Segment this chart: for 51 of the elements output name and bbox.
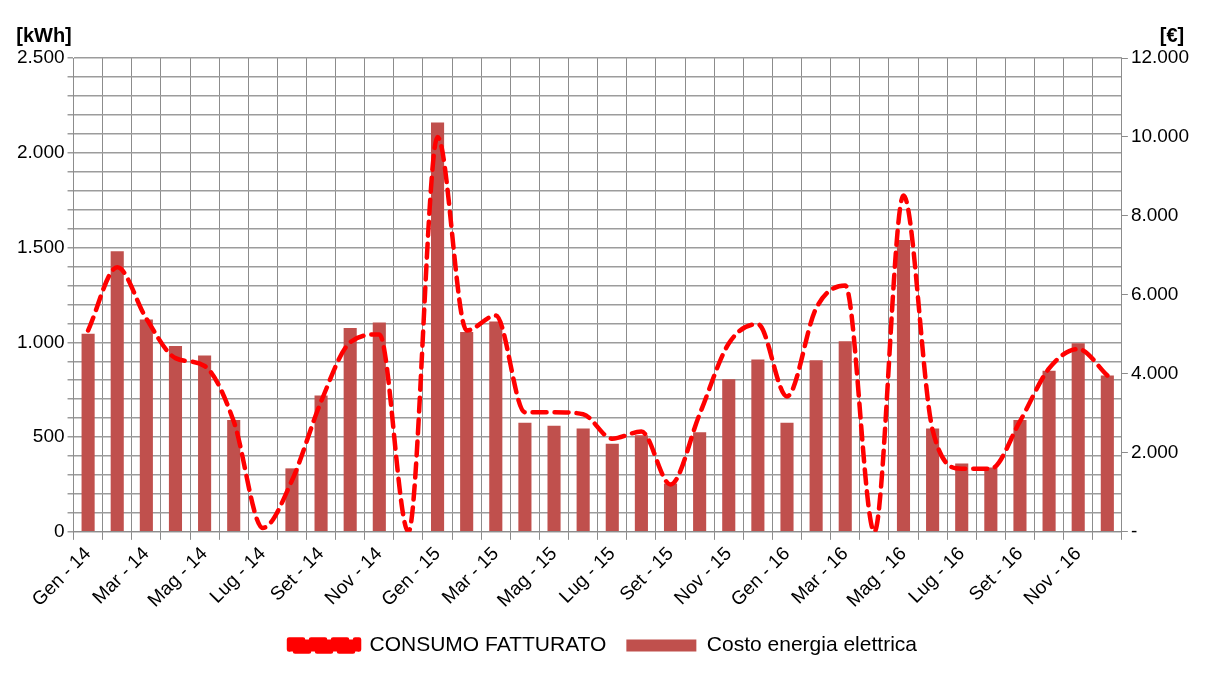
bar: [926, 428, 940, 532]
bar: [722, 379, 736, 532]
bar: [431, 122, 445, 532]
y2-tick-label: 6.000: [1130, 283, 1179, 305]
bar: [780, 422, 794, 532]
y2-tick-label: 10.000: [1130, 125, 1190, 147]
bar: [314, 395, 328, 532]
bar: [1071, 343, 1085, 532]
bar: [634, 435, 648, 532]
bar: [343, 328, 357, 532]
bar: [372, 322, 386, 532]
bar: [81, 333, 95, 532]
y2-tick-label: 4.000: [1130, 362, 1179, 384]
y-tick-label: 1.000: [17, 330, 65, 352]
bar: [896, 239, 911, 532]
y2-tick-label: 8.000: [1130, 204, 1179, 226]
bar: [984, 467, 998, 532]
y2-axis-title: [€]: [1159, 23, 1185, 46]
y-tick-label: 500: [32, 425, 65, 447]
bar: [809, 360, 823, 532]
legend-label: CONSUMO FATTURATO: [369, 632, 607, 656]
legend-label: Costo energia elettrica: [706, 632, 918, 656]
bar: [576, 428, 590, 532]
line-series: [85, 134, 1110, 532]
bar: [547, 425, 561, 532]
bar: [1100, 375, 1114, 532]
bar: [489, 321, 503, 532]
y2-tick-label: 12.000: [1130, 46, 1190, 68]
bar: [139, 319, 153, 532]
bar: [518, 422, 532, 532]
y2-tick-label: -: [1130, 520, 1138, 542]
y-axis-title: [kWh]: [16, 23, 72, 46]
bar: [693, 432, 707, 532]
bar: [663, 483, 678, 532]
bar: [110, 251, 124, 532]
bar: [605, 443, 619, 532]
bar: [198, 355, 212, 532]
bar: [955, 463, 969, 532]
y2-tick-label: 2.000: [1130, 441, 1179, 463]
x-tick-label: Lug - 16: [904, 542, 969, 607]
y-tick-label: 2.500: [17, 46, 65, 68]
bar: [227, 420, 241, 532]
y-tick-label: 2.000: [17, 141, 65, 163]
bar: [1042, 370, 1056, 532]
y-tick-label: 0: [53, 520, 65, 542]
y-tick-label: 1.500: [17, 235, 65, 257]
bar: [751, 359, 765, 532]
bar: [460, 331, 474, 532]
bar: [1013, 420, 1027, 532]
bar: [838, 341, 852, 532]
bar: [168, 346, 183, 532]
